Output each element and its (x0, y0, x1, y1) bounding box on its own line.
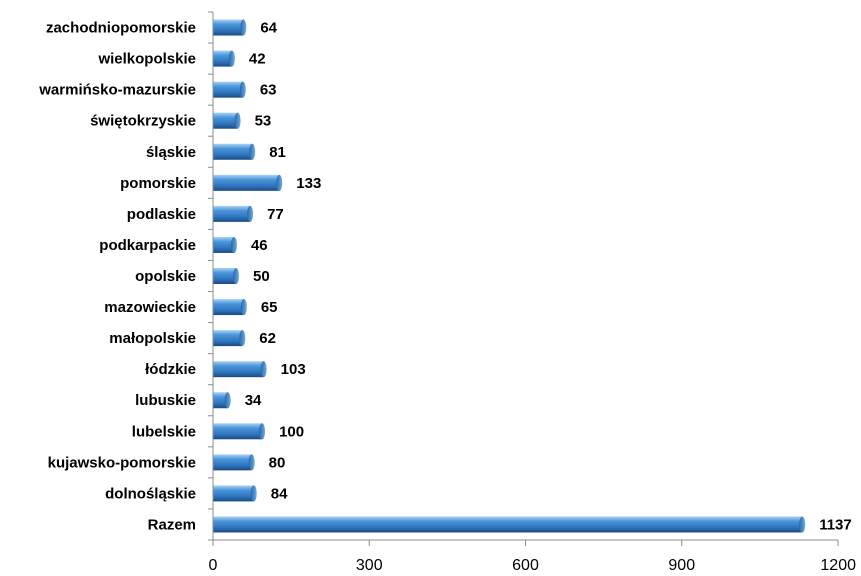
x-tick-label: 900 (668, 557, 695, 574)
bar (213, 19, 244, 36)
bars (213, 19, 806, 533)
x-axis-ticks: 0 300 600 900 1200 (208, 11, 856, 574)
x-tick-label: 600 (512, 557, 539, 574)
bar-end-cap (230, 236, 237, 253)
bar-end-cap (234, 112, 241, 129)
category-label: łódzkie (145, 361, 196, 378)
category-label: kujawsko-pomorskie (48, 454, 196, 471)
bar (213, 299, 244, 316)
data-label: 34 (245, 392, 262, 409)
data-label: 84 (271, 485, 288, 502)
data-label: 64 (260, 20, 277, 37)
axes (212, 12, 838, 541)
data-label: 100 (279, 423, 304, 440)
bar (213, 112, 238, 129)
bar (213, 330, 243, 347)
bar (213, 361, 264, 378)
data-labels: 64 42 63 53 81 133 77 46 50 65 62 103 34 100 80 84 1137 (245, 20, 852, 534)
category-label: lubuskie (135, 392, 196, 409)
category-label: lubelskie (132, 423, 196, 440)
category-label: dolnośląskie (105, 485, 196, 502)
bar-end-cap (228, 50, 235, 67)
bar-end-cap (260, 361, 267, 378)
category-label: warmińsko-mazurskie (38, 82, 196, 99)
data-label: 133 (296, 175, 321, 192)
category-label: śląskie (146, 144, 196, 161)
bar (213, 268, 237, 284)
bar-end-cap (240, 299, 247, 316)
bar-end-cap (259, 423, 266, 440)
data-label: 53 (255, 113, 272, 130)
category-label: świętokrzyskie (90, 113, 196, 130)
bar (213, 454, 252, 471)
bar-end-cap (799, 516, 806, 533)
data-label: 63 (260, 82, 277, 99)
category-label: wielkopolskie (97, 51, 196, 68)
data-label: 77 (267, 206, 284, 223)
bar-end-cap (248, 454, 255, 471)
data-label: 62 (259, 330, 276, 347)
bar (213, 50, 232, 67)
data-label: 50 (253, 268, 270, 285)
bar (213, 392, 228, 409)
data-label: 80 (269, 454, 286, 471)
bar-end-cap (239, 330, 246, 347)
category-label: Razem (148, 516, 196, 533)
data-label: 103 (281, 361, 306, 378)
bar (213, 143, 253, 160)
category-label: opolskie (135, 268, 196, 285)
data-label: 1137 (819, 516, 852, 533)
bar (213, 485, 254, 502)
bar-end-cap (224, 392, 231, 409)
category-label: zachodniopomorskie (46, 20, 196, 37)
category-label: małopolskie (109, 330, 196, 347)
category-label: podlaskie (127, 206, 196, 223)
bar-end-cap (249, 143, 256, 160)
bar (213, 205, 251, 222)
bar (213, 236, 234, 253)
bar (213, 81, 243, 98)
category-label: mazowieckie (104, 299, 196, 316)
bar (213, 174, 280, 191)
data-label: 65 (261, 299, 278, 316)
x-tick-label: 0 (209, 557, 218, 574)
x-tick-label: 300 (356, 557, 383, 574)
category-label: pomorskie (120, 175, 196, 192)
x-tick-label: 1200 (820, 557, 856, 574)
data-label: 81 (269, 144, 286, 161)
bar (213, 423, 263, 440)
bar-end-cap (247, 205, 254, 222)
bar (213, 516, 803, 533)
category-labels: zachodniopomorskie wielkopolskie warmińsko… (38, 20, 196, 534)
bar-end-cap (239, 81, 246, 98)
category-label: podkarpackie (99, 237, 196, 254)
data-label: 42 (249, 51, 266, 68)
bar-end-cap (250, 485, 257, 502)
data-label: 46 (251, 237, 268, 254)
bar-end-cap (240, 19, 247, 36)
bar-end-cap (276, 174, 283, 191)
bar-end-cap (233, 268, 240, 284)
